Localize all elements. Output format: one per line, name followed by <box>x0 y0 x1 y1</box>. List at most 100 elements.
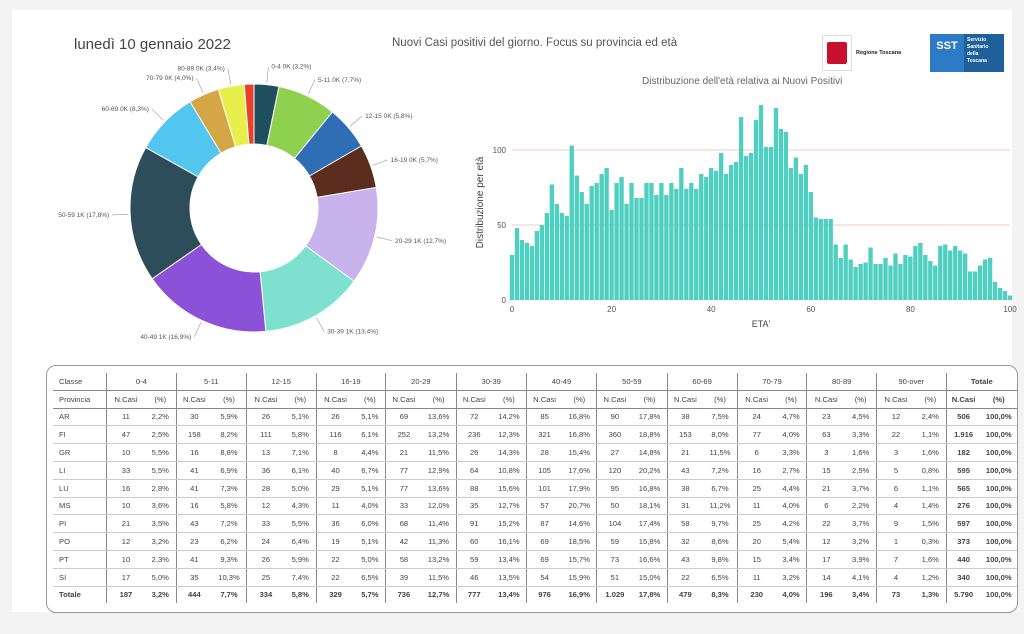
ncasi-cell: 77 <box>385 461 422 480</box>
age-group-header: 40-49 <box>525 373 597 391</box>
province-age-table: Classe 0-4 5-11 12-15 16-19 20-29 30-39 40-49 50… <box>53 373 1017 604</box>
donut-slice-label: 30-39 1K (13,4%) <box>327 328 378 335</box>
histogram-bar <box>554 204 559 300</box>
pct-cell: 16,8% <box>562 408 597 427</box>
ncasi-cell: 26 <box>245 550 285 569</box>
ncasi-cell: 35 <box>175 568 213 587</box>
pct-cell: 9,7% <box>703 514 738 534</box>
ncasi-cell: 777 <box>455 585 492 604</box>
ncasi-cell: 24 <box>736 408 776 427</box>
pct-cell: 12,0% <box>421 497 457 516</box>
histogram-bar <box>828 219 833 300</box>
donut-leader-line <box>227 68 232 85</box>
ncasi-cell: 1 <box>875 532 915 551</box>
ncasi-cell: 116 <box>315 425 355 445</box>
pct-cell: 11,3% <box>421 532 457 551</box>
histogram-bar <box>933 265 938 300</box>
histogram-bar <box>743 156 749 300</box>
ncasi-cell: 16 <box>175 497 213 516</box>
province-name: PO <box>53 532 107 551</box>
pct-cell: 6,1% <box>284 461 317 480</box>
ncasi-cell: 41 <box>175 550 213 569</box>
ncasi-cell: 10 <box>105 497 145 516</box>
pct-cell: 100,0% <box>980 408 1017 427</box>
histogram-bar <box>778 129 784 300</box>
pct-cell: 20,7% <box>562 497 597 516</box>
histogram-bar <box>758 105 764 300</box>
age-group-header: 30-39 <box>455 373 527 391</box>
province-name: GR <box>53 443 107 462</box>
ncasi-cell: 26 <box>455 443 492 462</box>
histogram-bar <box>943 244 948 300</box>
histogram-bar <box>788 168 794 300</box>
donut-leader-line <box>266 66 269 83</box>
ncasi-cell: 373 <box>945 532 981 551</box>
pct-cell: 5,4% <box>775 532 807 551</box>
histogram-bar <box>818 219 823 300</box>
donut-leader-line <box>307 79 316 95</box>
ncasi-cell: 12 <box>806 532 846 551</box>
histogram-bar <box>709 168 714 300</box>
ncasi-cell: 22 <box>806 514 846 534</box>
pct-cell: 4,0% <box>354 497 386 516</box>
histogram-bar <box>783 132 789 300</box>
ncasi-cell: 43 <box>666 461 704 480</box>
histogram-bar <box>738 117 744 300</box>
histogram-bar <box>798 174 804 300</box>
ncasi-cell: 23 <box>806 408 846 427</box>
pct-cell: 8,6% <box>703 532 738 551</box>
donut-leader-line <box>372 159 388 166</box>
ncasi-cell: 36 <box>245 461 285 480</box>
age-group-header: 60-69 <box>666 373 738 391</box>
pct-cell: 3,9% <box>845 550 877 569</box>
pct-cell: 2,5% <box>144 425 177 445</box>
histogram-bar <box>524 243 530 300</box>
ncasi-cell: 4 <box>875 497 915 516</box>
histogram-bar <box>793 157 799 300</box>
ncasi-cell: 38 <box>666 479 704 498</box>
ncasi-cell: 6 <box>736 443 776 462</box>
pct-cell: 12,9% <box>421 461 457 480</box>
histogram-bar <box>838 258 843 300</box>
pct-cell: 5,9% <box>212 408 247 427</box>
pct-cell: 3,7% <box>845 479 877 498</box>
ncasi-cell: 120 <box>596 461 633 480</box>
ncasi-cell: 41 <box>175 461 213 480</box>
ncasi-cell: 479 <box>666 585 704 604</box>
histogram-bar <box>1007 295 1013 300</box>
histogram-bar <box>649 183 654 300</box>
ncasi-cell: 11 <box>736 497 776 516</box>
pct-cell: 1,2% <box>914 568 947 587</box>
pct-cell: 8,8% <box>212 443 247 462</box>
ncasi-cell: 47 <box>105 425 145 445</box>
ncasi-cell: 101 <box>525 479 563 498</box>
ncasi-cell: 77 <box>736 425 776 445</box>
donut-leader-line <box>151 108 164 121</box>
ncasi-cell: 158 <box>175 425 213 445</box>
histogram-bar <box>733 162 739 300</box>
table-row: PO 12 3,2% 23 6,2% 24 6,4% 19 5,1% 42 11,3% 60 16,1%… <box>53 532 1017 551</box>
histogram-bar <box>579 192 584 300</box>
ncasi-cell: 58 <box>385 550 422 569</box>
ncasi-cell: 597 <box>945 514 981 534</box>
pct-cell: 4,7% <box>775 408 807 427</box>
pct-cell: 12,7% <box>491 497 527 516</box>
donut-leader-line <box>196 78 204 93</box>
pct-cell: 1,1% <box>914 479 947 498</box>
pct-cell: 13,4% <box>491 550 527 569</box>
histogram-bar <box>893 253 898 300</box>
pct-cell: 13,6% <box>421 479 457 498</box>
histogram-bar <box>689 183 694 300</box>
histogram-bar <box>704 177 709 300</box>
pct-cell: 11,4% <box>421 514 457 534</box>
ncasi-cell: 440 <box>945 550 981 569</box>
ncasi-cell: 58 <box>666 514 704 534</box>
ncasi-cell: 90 <box>596 408 633 427</box>
table-row: PI 21 3,5% 43 7,2% 33 5,5% 36 6,0% 68 11,4% 91 15,2%… <box>53 514 1017 534</box>
pct-cell: 0,3% <box>914 532 947 551</box>
age-donut-chart: 0-4 0K (3,2%) 5-11 0K (7,7%) 12-15 0K (5,8… <box>58 64 446 341</box>
pct-cell: 5,0% <box>284 479 317 498</box>
histogram-bar <box>953 246 958 300</box>
histogram-bar <box>604 168 609 300</box>
age-group-header: 0-4 <box>106 373 177 391</box>
